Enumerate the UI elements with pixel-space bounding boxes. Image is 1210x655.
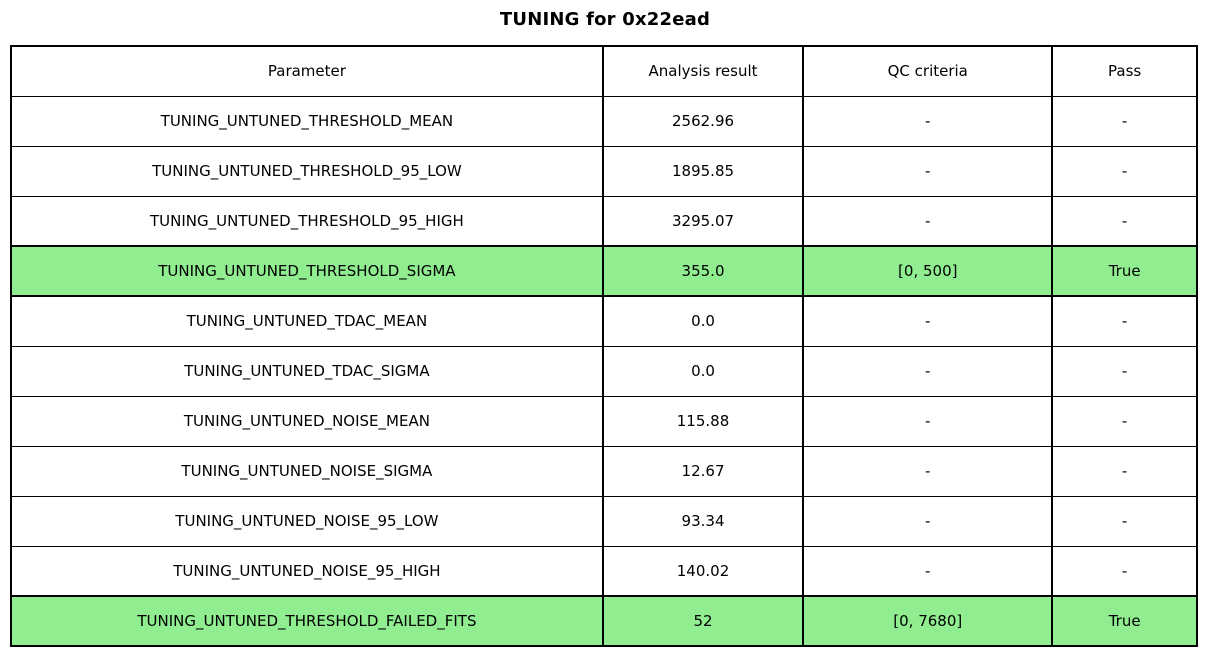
cell-analysis-result: 52 (601, 595, 805, 647)
table-row: TUNING_UNTUNED_THRESHOLD_FAILED_FITS 52 [0… (10, 595, 1198, 647)
cell-analysis-result: 0.0 (601, 345, 805, 397)
table-row: TUNING_UNTUNED_THRESHOLD_95_LOW 1895.85- - (10, 145, 1198, 197)
cell-pass: - (1051, 295, 1198, 347)
cell-qc-criteria: - (802, 495, 1054, 547)
cell-parameter: TUNING_UNTUNED_THRESHOLD_SIGMA (10, 245, 604, 297)
cell-parameter: TUNING_UNTUNED_NOISE_95_LOW (10, 495, 604, 547)
table-row: TUNING_UNTUNED_NOISE_SIGMA 12.67- - (10, 445, 1198, 497)
cell-analysis-result: 1895.85 (601, 145, 805, 197)
cell-qc-criteria: - (802, 545, 1054, 597)
table-row: TUNING_UNTUNED_THRESHOLD_MEAN 2562.96- - (10, 95, 1198, 147)
cell-qc-criteria: [0, 500] (802, 245, 1054, 297)
cell-pass: - (1051, 495, 1198, 547)
cell-analysis-result: 93.34 (601, 495, 805, 547)
table-row: TUNING_UNTUNED_NOISE_95_HIGH 140.02- - (10, 545, 1198, 597)
cell-qc-criteria: - (802, 195, 1054, 247)
cell-parameter: TUNING_UNTUNED_THRESHOLD_MEAN (10, 95, 604, 147)
cell-analysis-result: 3295.07 (601, 195, 805, 247)
table-row: TUNING_UNTUNED_THRESHOLD_95_HIGH 3295.07-… (10, 195, 1198, 247)
cell-parameter: TUNING_UNTUNED_TDAC_MEAN (10, 295, 604, 347)
cell-analysis-result: 0.0 (601, 295, 805, 347)
cell-qc-criteria: [0, 7680] (802, 595, 1054, 647)
cell-pass: True (1051, 595, 1198, 647)
cell-parameter: TUNING_UNTUNED_NOISE_MEAN (10, 395, 604, 447)
cell-analysis-result: 2562.96 (601, 95, 805, 147)
table-row: TUNING_UNTUNED_NOISE_MEAN 115.88- - (10, 395, 1198, 447)
header-row: Parameter Analysis result QC criteria Pa… (10, 45, 1198, 97)
header-parameter: Parameter (10, 45, 604, 97)
cell-pass: - (1051, 395, 1198, 447)
cell-qc-criteria: - (802, 395, 1054, 447)
cell-parameter: TUNING_UNTUNED_NOISE_SIGMA (10, 445, 604, 497)
header-analysis-result: Analysis result (601, 45, 805, 97)
table-body: TUNING_UNTUNED_THRESHOLD_MEAN 2562.96- - TU… (10, 95, 1198, 647)
cell-analysis-result: 12.67 (601, 445, 805, 497)
qc-results-table: Parameter Analysis result QC criteria Pa… (10, 45, 1198, 647)
cell-qc-criteria: - (802, 445, 1054, 497)
cell-parameter: TUNING_UNTUNED_THRESHOLD_95_HIGH (10, 195, 604, 247)
cell-qc-criteria: - (802, 95, 1054, 147)
header-pass: Pass (1051, 45, 1198, 97)
cell-qc-criteria: - (802, 345, 1054, 397)
cell-parameter: TUNING_UNTUNED_THRESHOLD_95_LOW (10, 145, 604, 197)
cell-pass: - (1051, 345, 1198, 397)
cell-pass: True (1051, 245, 1198, 297)
cell-pass: - (1051, 545, 1198, 597)
cell-pass: - (1051, 445, 1198, 497)
cell-parameter: TUNING_UNTUNED_TDAC_SIGMA (10, 345, 604, 397)
page-title: TUNING for 0x22ead (499, 9, 711, 30)
cell-parameter: TUNING_UNTUNED_THRESHOLD_FAILED_FITS (10, 595, 604, 647)
header-qc-criteria: QC criteria (802, 45, 1054, 97)
table-header: Parameter Analysis result QC criteria Pa… (10, 45, 1198, 97)
cell-pass: - (1051, 195, 1198, 247)
cell-analysis-result: 115.88 (601, 395, 805, 447)
cell-analysis-result: 355.0 (601, 245, 805, 297)
table-row: TUNING_UNTUNED_TDAC_SIGMA 0.0- - (10, 345, 1198, 397)
cell-qc-criteria: - (802, 145, 1054, 197)
table-row: TUNING_UNTUNED_NOISE_95_LOW 93.34- - (10, 495, 1198, 547)
cell-pass: - (1051, 145, 1198, 197)
cell-qc-criteria: - (802, 295, 1054, 347)
cell-parameter: TUNING_UNTUNED_NOISE_95_HIGH (10, 545, 604, 597)
cell-analysis-result: 140.02 (601, 545, 805, 597)
table-row: TUNING_UNTUNED_THRESHOLD_SIGMA 355.0 [0, 5… (10, 245, 1198, 297)
table-row: TUNING_UNTUNED_TDAC_MEAN 0.0- - (10, 295, 1198, 347)
cell-pass: - (1051, 95, 1198, 147)
